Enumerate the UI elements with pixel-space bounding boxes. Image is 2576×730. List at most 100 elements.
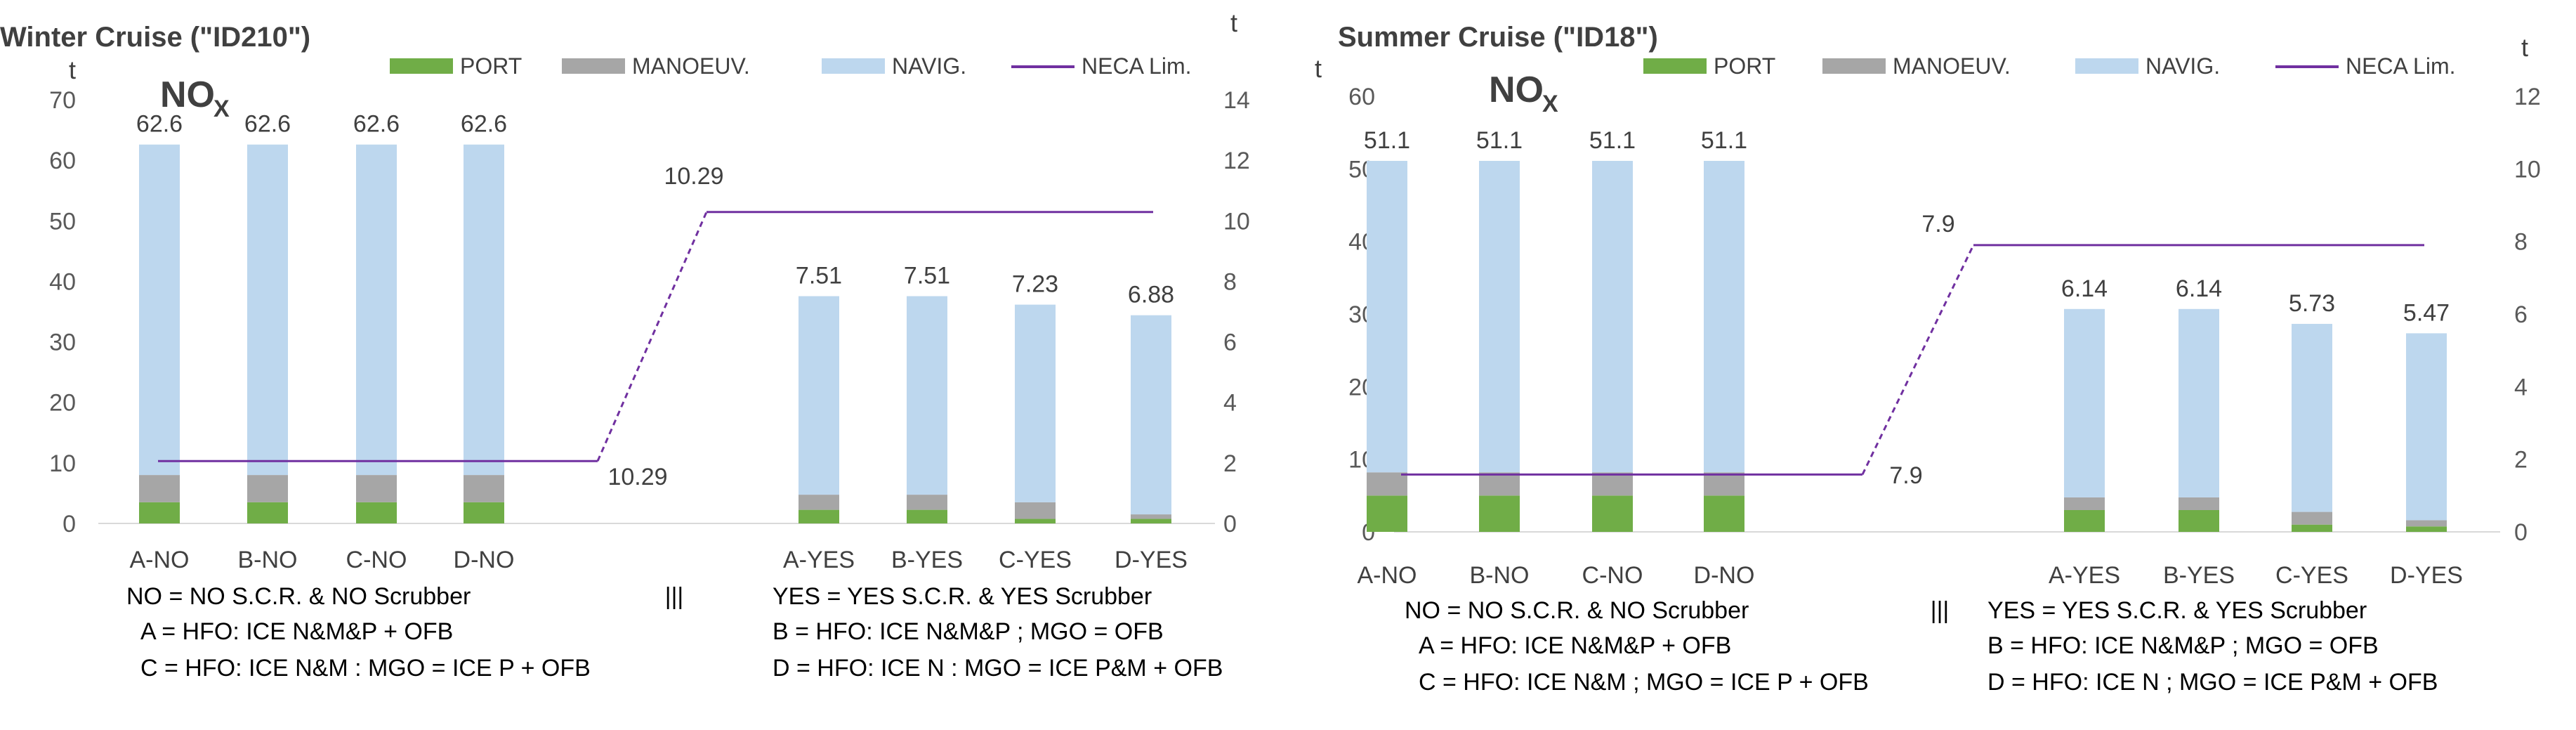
bar-manoeuv-segment bbox=[2406, 520, 2447, 527]
category-label: C-YES bbox=[999, 547, 1072, 573]
chart-title: Summer Cruise ("ID18") bbox=[1338, 22, 1658, 53]
legend-neca-label: NECA Lim. bbox=[2346, 53, 2455, 79]
right-axis-tick: 10 bbox=[2514, 156, 2541, 183]
left-axis-tick: 50 bbox=[49, 208, 76, 235]
bar-total-label: 6.14 bbox=[2061, 275, 2108, 302]
right-axis-unit: t bbox=[2521, 33, 2528, 62]
legend-neca-label: NECA Lim. bbox=[1082, 53, 1191, 79]
category-label: B-NO bbox=[1470, 562, 1530, 589]
bar-manoeuv-segment bbox=[1367, 472, 1407, 496]
bar-port-segment bbox=[1015, 519, 1056, 523]
bar-manoeuv-segment bbox=[247, 475, 288, 502]
bar-total-label: 62.6 bbox=[353, 111, 400, 138]
right-axis-tick: 2 bbox=[2514, 447, 2528, 474]
right-axis-tick: 4 bbox=[1223, 390, 1237, 417]
bar-navig-segment bbox=[464, 144, 504, 476]
bar-total-label: 51.1 bbox=[1701, 127, 1747, 154]
legend-manoeuv-swatch bbox=[1822, 58, 1886, 74]
legend-port-label: PORT bbox=[460, 53, 522, 79]
chart-title: Winter Cruise ("ID210") bbox=[0, 22, 310, 53]
bar-total-label: 62.6 bbox=[136, 111, 183, 138]
category-label: A-YES bbox=[783, 547, 855, 573]
note-separator: ||| bbox=[665, 583, 684, 610]
note-no-definition: NO = NO S.C.R. & NO Scrubber bbox=[126, 583, 471, 610]
note-separator: ||| bbox=[1931, 597, 1950, 624]
right-axis-tick: 6 bbox=[1223, 330, 1237, 356]
note-c-definition: C = HFO: ICE N&M : MGO = ICE P + OFB bbox=[140, 655, 591, 682]
left-axis-tick: 0 bbox=[63, 511, 76, 537]
bar-navig-segment bbox=[1367, 160, 1407, 473]
bar-manoeuv-segment bbox=[356, 475, 397, 502]
legend-manoeuv-label: MANOEUV. bbox=[632, 53, 750, 79]
left-axis-tick: 60 bbox=[1348, 84, 1375, 110]
note-a-definition: A = HFO: ICE N&M&P + OFB bbox=[1419, 632, 1731, 659]
bar-manoeuv-segment bbox=[1131, 514, 1171, 519]
left-axis-unit: t bbox=[69, 56, 76, 84]
right-axis-tick: 6 bbox=[2514, 301, 2528, 328]
right-axis-tick: 2 bbox=[1223, 450, 1237, 477]
note-d-definition: D = HFO: ICE N : MGO = ICE P&M + OFB bbox=[773, 655, 1223, 682]
bar-total-label: 51.1 bbox=[1476, 127, 1523, 154]
bar-total-label: 7.23 bbox=[1012, 271, 1058, 298]
right-axis-tick: 12 bbox=[2514, 84, 2541, 110]
bar-total-label: 62.6 bbox=[244, 111, 291, 138]
category-label: A-YES bbox=[2049, 562, 2120, 589]
pollutant-label: NO bbox=[160, 74, 215, 115]
bar-total-label: 5.47 bbox=[2403, 299, 2450, 326]
bar-port-segment bbox=[139, 502, 180, 523]
bar-port-segment bbox=[1704, 495, 1744, 532]
legend-navig-label: NAVIG. bbox=[2145, 53, 2220, 79]
bar-navig-segment bbox=[2292, 323, 2332, 512]
neca-label-low: 7.9 bbox=[1889, 462, 1922, 489]
legend-navig-label: NAVIG. bbox=[892, 53, 966, 79]
neca-label-low: 10.29 bbox=[607, 464, 667, 490]
bar-port-segment bbox=[2064, 510, 2105, 532]
bar-navig-segment bbox=[2406, 333, 2447, 521]
category-label: B-YES bbox=[2163, 562, 2235, 589]
left-axis-tick: 20 bbox=[49, 390, 76, 417]
left-axis-tick: 30 bbox=[49, 330, 76, 356]
bar-navig-segment bbox=[356, 144, 397, 476]
category-label: D-YES bbox=[1115, 547, 1188, 573]
bar-navig-segment bbox=[907, 296, 947, 495]
category-label: C-NO bbox=[1582, 562, 1643, 589]
bar-port-segment bbox=[464, 502, 504, 523]
legend-port-label: PORT bbox=[1714, 53, 1775, 79]
bar-navig-segment bbox=[247, 144, 288, 476]
right-axis-tick: 4 bbox=[2514, 374, 2528, 400]
bar-navig-segment bbox=[1479, 160, 1520, 473]
pollutant-subscript: X bbox=[1542, 91, 1558, 117]
note-no-definition: NO = NO S.C.R. & NO Scrubber bbox=[1405, 597, 1749, 624]
bar-navig-segment bbox=[1592, 160, 1633, 473]
bar-manoeuv-segment bbox=[1704, 472, 1744, 496]
bar-port-segment bbox=[2179, 510, 2219, 532]
bar-port-segment bbox=[2292, 524, 2332, 532]
bar-port-segment bbox=[907, 509, 947, 523]
bar-navig-segment bbox=[139, 144, 180, 476]
category-label: D-NO bbox=[454, 547, 515, 573]
legend-port-swatch bbox=[390, 58, 453, 74]
bar-port-segment bbox=[2406, 526, 2447, 532]
note-a-definition: A = HFO: ICE N&M&P + OFB bbox=[140, 618, 453, 645]
bar-port-segment bbox=[356, 502, 397, 523]
category-label: A-NO bbox=[1358, 562, 1417, 589]
right-axis-tick: 0 bbox=[1223, 511, 1237, 537]
bar-manoeuv-segment bbox=[139, 475, 180, 502]
note-b-definition: B = HFO: ICE N&M&P ; MGO = OFB bbox=[1987, 632, 2379, 659]
bar-manoeuv-segment bbox=[2064, 497, 2105, 510]
note-yes-definition: YES = YES S.C.R. & YES Scrubber bbox=[1987, 597, 2367, 624]
bar-total-label: 62.6 bbox=[461, 111, 507, 138]
left-axis-unit: t bbox=[1315, 54, 1322, 83]
bar-total-label: 51.1 bbox=[1364, 127, 1410, 154]
legend-navig-swatch bbox=[2075, 58, 2138, 74]
right-axis-tick: 0 bbox=[2514, 519, 2528, 546]
legend-manoeuv-swatch bbox=[562, 58, 625, 74]
neca-limit-transition bbox=[596, 211, 708, 462]
bar-manoeuv-segment bbox=[464, 475, 504, 502]
left-axis-tick: 40 bbox=[49, 268, 76, 295]
right-axis-tick: 12 bbox=[1223, 148, 1250, 174]
right-axis-tick: 8 bbox=[2514, 229, 2528, 256]
note-yes-definition: YES = YES S.C.R. & YES Scrubber bbox=[773, 583, 1152, 610]
legend-manoeuv-label: MANOEUV. bbox=[1893, 53, 2011, 79]
